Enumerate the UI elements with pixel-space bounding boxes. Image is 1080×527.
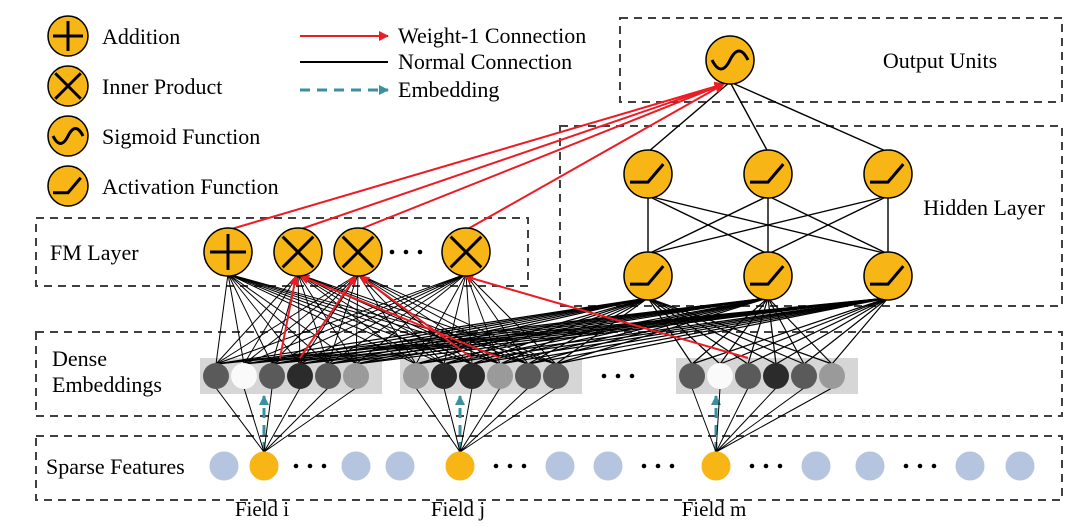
dense-node: [459, 363, 485, 389]
sparse-dots: [308, 464, 313, 469]
sparse-node: [546, 452, 574, 480]
hidden-node: [864, 150, 912, 198]
dense-dots: [616, 374, 621, 379]
sparse-dots: [764, 464, 769, 469]
legend-label-weight1: Weight-1 Connection: [398, 23, 586, 48]
edge-sparse-dense: [416, 388, 460, 452]
label-dense-2: Embeddings: [52, 372, 162, 397]
hidden-node: [744, 252, 792, 300]
activation-icon: [48, 166, 88, 206]
sparse-node: [802, 452, 830, 480]
edge-dense-fm: [298, 274, 300, 364]
edge-dense-fm: [216, 274, 228, 364]
sparse-node: [856, 452, 884, 480]
edge-sparse-dense: [264, 388, 356, 452]
legend-label-sigmoid: Sigmoid Function: [102, 124, 260, 149]
label-fm-layer: FM Layer: [50, 240, 139, 265]
sparse-node: [956, 452, 984, 480]
sparse-dots: [932, 464, 937, 469]
sparse-node: [446, 452, 474, 480]
fm-dots: [418, 250, 423, 255]
hidden-node: [864, 252, 912, 300]
sparse-dots: [642, 464, 647, 469]
edge-hidden-output: [730, 82, 768, 152]
dense-node: [203, 363, 229, 389]
sparse-dots: [294, 464, 299, 469]
edge-sparse-dense: [716, 388, 832, 452]
sparse-node: [342, 452, 370, 480]
hidden-node: [624, 150, 672, 198]
label-hidden-layer: Hidden Layer: [923, 195, 1045, 220]
dense-node: [487, 363, 513, 389]
dense-node: [763, 363, 789, 389]
sparse-dots: [522, 464, 527, 469]
sparse-dots: [750, 464, 755, 469]
sparse-dots: [918, 464, 923, 469]
dense-node: [343, 363, 369, 389]
dense-node: [431, 363, 457, 389]
edge-sparse-dense: [716, 388, 804, 452]
legend-label-embedding: Embedding: [398, 77, 499, 102]
hidden-node: [744, 150, 792, 198]
dense-dots: [630, 374, 635, 379]
fm-dots: [404, 250, 409, 255]
sparse-node: [250, 452, 278, 480]
sparse-dots: [670, 464, 675, 469]
edge-hidden-output: [648, 82, 730, 152]
label-dense-1: Dense: [52, 346, 107, 371]
diagram-root: FM LayerOutput UnitsHidden LayerDenseEmb…: [0, 0, 1080, 527]
edge-sparse-dense: [716, 388, 748, 452]
edge-red-fm-output: [358, 84, 724, 230]
label-sparse-features: Sparse Features: [46, 454, 185, 479]
dense-node: [543, 363, 569, 389]
sparse-node: [594, 452, 622, 480]
label-field: Field j: [431, 497, 485, 521]
label-field: Field i: [235, 497, 289, 521]
sparse-dots: [508, 464, 513, 469]
label-field: Field m: [682, 497, 747, 521]
edge-hidden-output: [730, 82, 888, 152]
dense-node: [515, 363, 541, 389]
dense-node: [287, 363, 313, 389]
legend-label-addition: Addition: [102, 24, 180, 49]
sparse-node: [702, 452, 730, 480]
dense-node: [791, 363, 817, 389]
hidden-node: [624, 252, 672, 300]
sparse-dots: [322, 464, 327, 469]
sparse-node: [210, 452, 238, 480]
edge-sparse-dense: [264, 388, 300, 452]
sparse-dots: [494, 464, 499, 469]
dense-node: [735, 363, 761, 389]
sparse-node: [1006, 452, 1034, 480]
dense-dots: [602, 374, 607, 379]
legend-label-activation: Activation Function: [102, 174, 279, 199]
edge-sparse-dense: [244, 388, 264, 452]
dense-node: [315, 363, 341, 389]
edge-sparse-dense: [444, 388, 460, 452]
edge-sparse-dense: [216, 388, 264, 452]
edge-sparse-dense: [716, 388, 776, 452]
edge-sparse-dense: [264, 388, 328, 452]
dense-node: [403, 363, 429, 389]
sparse-node: [386, 452, 414, 480]
dense-node: [679, 363, 705, 389]
edge-dense-fm: [228, 274, 500, 364]
legend-label-normal: Normal Connection: [398, 49, 572, 74]
dense-node: [259, 363, 285, 389]
sparse-dots: [656, 464, 661, 469]
edge-sparse-dense: [692, 388, 716, 452]
edge-red-fm-output: [466, 84, 724, 230]
dense-node: [231, 363, 257, 389]
legend-label-inner-product: Inner Product: [102, 74, 222, 99]
edge-dense-fm: [228, 274, 244, 364]
edge-sparse-dense: [460, 388, 556, 452]
dense-node: [819, 363, 845, 389]
sparse-dots: [778, 464, 783, 469]
dense-node: [707, 363, 733, 389]
label-output-units: Output Units: [883, 48, 997, 73]
fm-dots: [390, 250, 395, 255]
sparse-dots: [904, 464, 909, 469]
